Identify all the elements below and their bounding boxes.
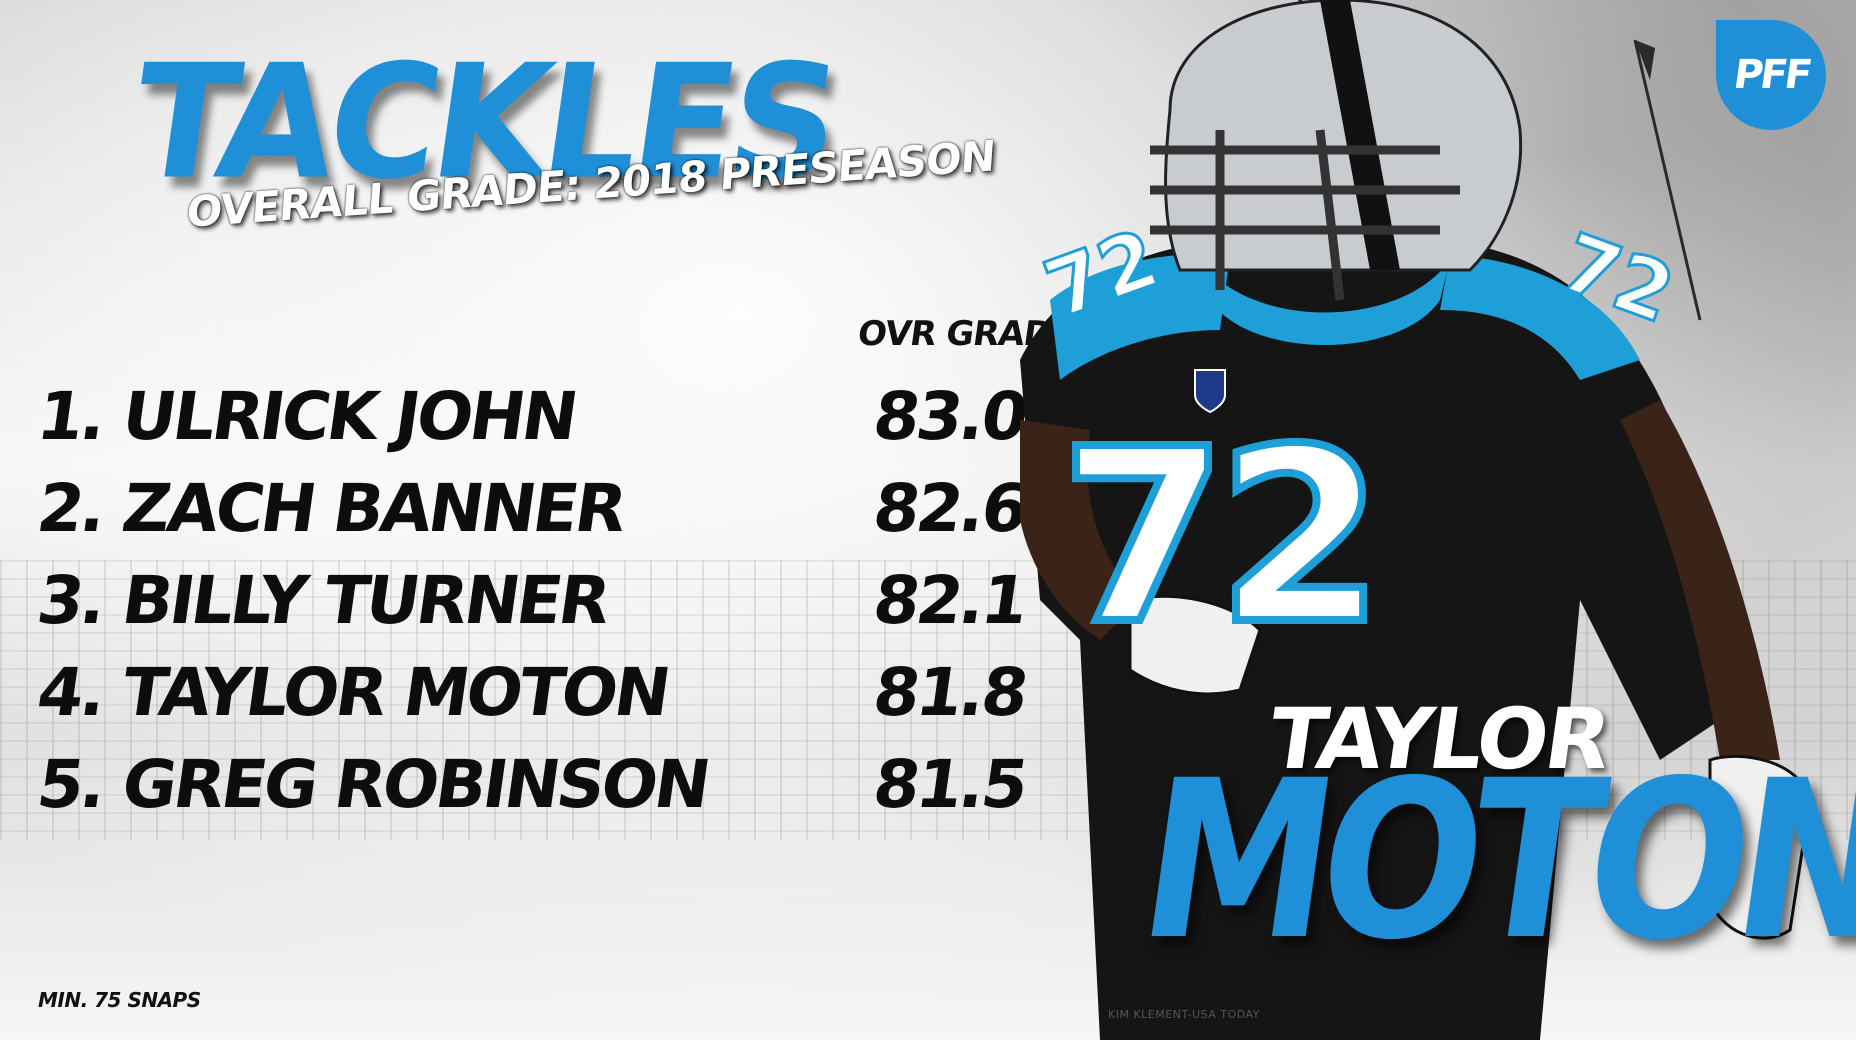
featured-last-name: MOTON	[1126, 733, 1856, 988]
player-grade: 82.6	[868, 470, 1031, 547]
player-name: 1. ULRICK JOHN	[32, 378, 581, 455]
player-grade: 81.8	[868, 654, 1031, 731]
footnote: MIN. 75 SNAPS	[38, 988, 201, 1012]
player-name: 3. BILLY TURNER	[32, 562, 613, 639]
ranking-row: 2. ZACH BANNER 82.6	[33, 470, 1038, 562]
ranking-row: 4. TAYLOR MOTON 81.8	[33, 654, 1038, 746]
player-name: 5. GREG ROBINSON	[32, 746, 713, 823]
player-grade: 82.1	[868, 562, 1031, 639]
player-grade: 81.5	[868, 746, 1031, 823]
ranking-row: 3. BILLY TURNER 82.1	[33, 562, 1038, 654]
player-photo: 72 72 72	[1020, 0, 1812, 1040]
photo-credit: KIM KLEMENT-USA TODAY	[1108, 1008, 1260, 1021]
ranking-row: 1. ULRICK JOHN 83.0	[33, 378, 1038, 470]
svg-text:72: 72	[1060, 397, 1374, 677]
player-grade: 83.0	[868, 378, 1031, 455]
pff-logo-text: PFF	[1730, 52, 1812, 98]
pff-logo: PFF	[1716, 20, 1826, 130]
player-name: 4. TAYLOR MOTON	[32, 654, 673, 731]
ranking-row: 5. GREG ROBINSON 81.5	[33, 746, 1038, 838]
player-name: 2. ZACH BANNER	[32, 470, 629, 547]
rankings-list: 1. ULRICK JOHN 83.0 2. ZACH BANNER 82.6 …	[33, 378, 1038, 838]
